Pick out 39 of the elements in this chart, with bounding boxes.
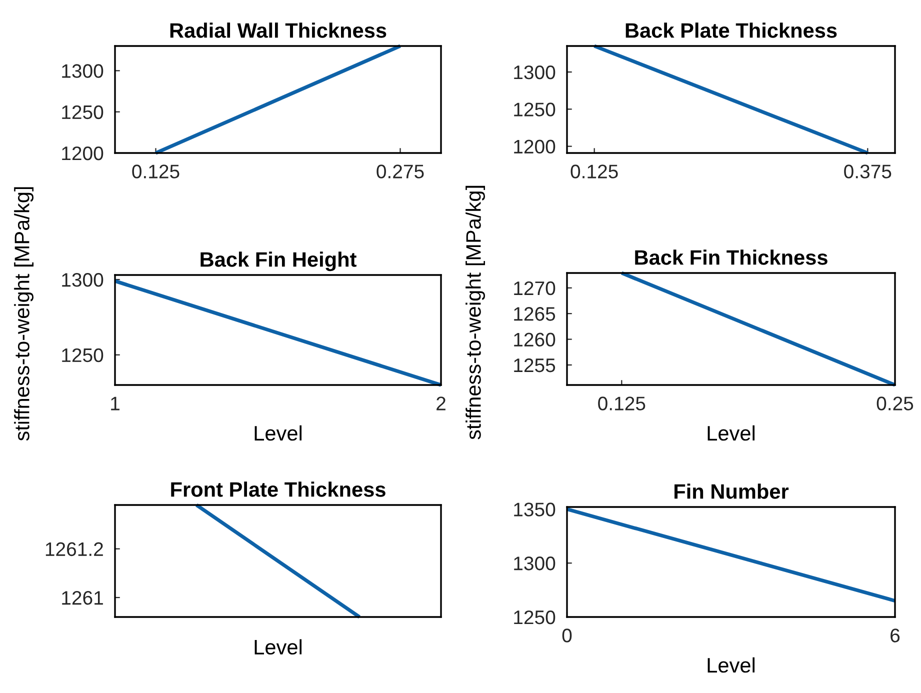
x-tick-label: 6 <box>890 628 900 642</box>
chart-title: Fin Number <box>674 484 789 499</box>
y-tick-label: 1250 <box>514 102 556 116</box>
chart-title: Back Fin Height <box>200 252 356 272</box>
x-tick-label: 0.125 <box>598 396 646 410</box>
y-axis-title: stiffness-to-weight [MPa/kg] <box>14 187 34 441</box>
y-tick-label: 1250 <box>62 348 104 362</box>
x-axis-title: Level <box>708 657 755 673</box>
y-tick-label: 1250 <box>514 610 556 624</box>
y-tick-label: 1300 <box>514 65 556 80</box>
x-tick-label: 0.125 <box>132 164 180 178</box>
chart-title: Radial Wall Thickness <box>170 22 386 38</box>
y-tick-label: 1270 <box>514 281 556 296</box>
y-tick-label: 1300 <box>62 64 104 78</box>
x-axis-title: Level <box>254 425 302 441</box>
y-tick-label: 1260 <box>514 332 556 347</box>
x-tick-label: 2 <box>436 396 446 410</box>
x-tick-label: 0.25 <box>876 396 914 410</box>
y-tick-label: 1261 <box>62 590 103 605</box>
x-tick-label: 0 <box>562 628 572 642</box>
chart-title: Front Plate Thickness <box>171 482 386 497</box>
x-tick-label: 1 <box>111 396 120 410</box>
y-tick-label: 1255 <box>514 358 556 372</box>
x-axis-title: Level <box>708 425 755 441</box>
chart-title: Back Plate Thickness <box>626 22 837 38</box>
x-tick-label: 0.275 <box>376 164 424 178</box>
y-tick-label: 1300 <box>514 556 556 570</box>
y-tick-label: 1300 <box>62 272 104 287</box>
y-axis-title: stiffness-to-weight [MPa/kg] <box>466 186 485 440</box>
x-axis-title: Level <box>254 639 302 655</box>
y-tick-label: 1200 <box>514 140 556 154</box>
chart-title: Back Fin Thickness <box>635 250 828 265</box>
x-tick-label: 0.125 <box>570 164 618 178</box>
y-tick-label: 1261.2 <box>46 542 103 556</box>
y-tick-label: 1200 <box>62 146 104 160</box>
x-tick-label: 0.375 <box>844 164 892 178</box>
y-tick-label: 1250 <box>62 105 104 120</box>
y-tick-label: 1265 <box>514 307 556 321</box>
y-tick-label: 1350 <box>514 502 556 516</box>
